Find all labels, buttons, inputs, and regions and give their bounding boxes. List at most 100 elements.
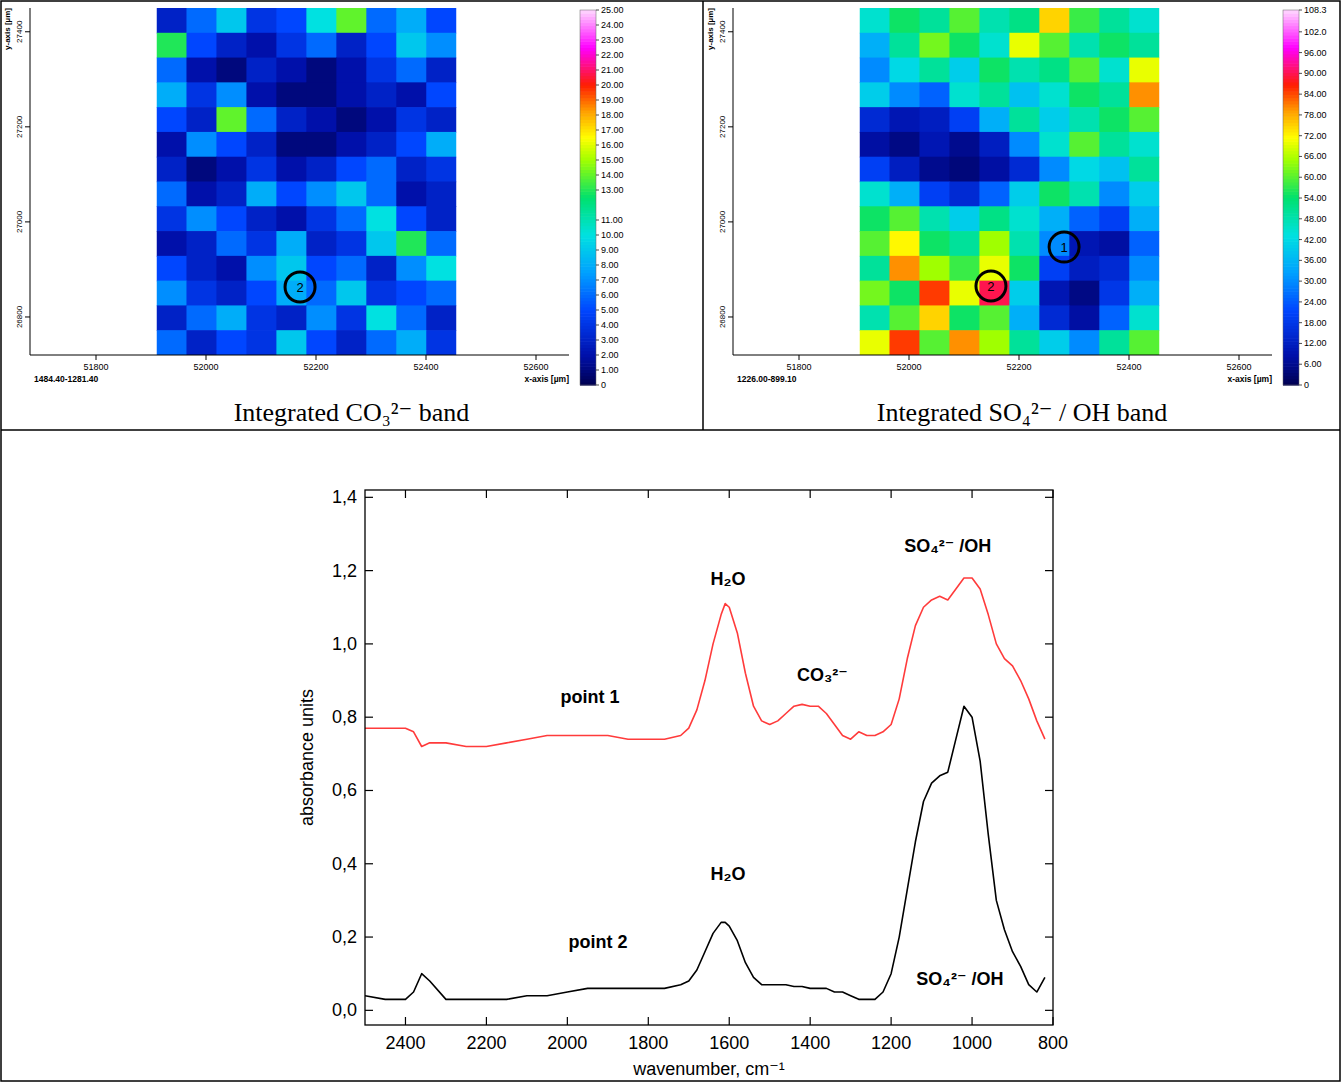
map-cell xyxy=(949,256,980,281)
map-cell xyxy=(396,107,427,132)
map-cell xyxy=(366,256,397,281)
label-patch xyxy=(795,665,850,685)
map-cell xyxy=(366,8,397,33)
map-cell xyxy=(157,330,188,355)
map-cell xyxy=(1069,182,1100,207)
x-tick xyxy=(1239,355,1240,360)
panel-divider xyxy=(1,429,1340,431)
map-cell xyxy=(919,157,950,182)
map-cell xyxy=(396,305,427,330)
x-axis-line xyxy=(30,355,569,356)
map-panel: 5180052000522005240052600268002700027200… xyxy=(3,5,624,427)
colorbar-frame xyxy=(580,10,596,385)
map-cell xyxy=(336,82,367,107)
map-cell xyxy=(306,231,337,256)
colorbar-tick-label: 30.00 xyxy=(1304,276,1327,286)
annotation: SO₄²⁻ /OH xyxy=(916,969,1003,989)
map-cell xyxy=(1129,231,1159,256)
colorbar-tick-label: 12.00 xyxy=(1304,338,1327,348)
map-cell xyxy=(157,58,188,83)
x-tick xyxy=(891,1017,892,1025)
map-cell xyxy=(889,107,920,132)
figure-border xyxy=(1,1,1340,1081)
colorbar-tick xyxy=(596,55,599,56)
map-cell xyxy=(276,33,307,58)
colorbar-tick xyxy=(596,70,599,71)
map-cell xyxy=(1009,58,1040,83)
map-cell xyxy=(949,231,980,256)
map-cell xyxy=(306,281,337,306)
colorbar-tick xyxy=(1299,177,1302,178)
colorbar-tick-label: 72.00 xyxy=(1304,131,1327,141)
map-cell xyxy=(1009,206,1040,231)
x-tick-label: 52200 xyxy=(1006,362,1031,372)
map-cell xyxy=(1129,33,1159,58)
map-cell xyxy=(860,281,891,306)
x-tick xyxy=(810,1017,811,1025)
colorbar-tick-label: 19.00 xyxy=(601,95,624,105)
map-cell xyxy=(1009,8,1040,33)
map-cell xyxy=(306,157,337,182)
colorbar-tick xyxy=(1299,239,1302,240)
map-cell xyxy=(306,305,337,330)
colorbar-tick xyxy=(596,370,599,371)
lines xyxy=(365,578,1045,999)
colorbar-tick-label: 13.00 xyxy=(601,185,624,195)
map-cell xyxy=(396,182,427,207)
map-cell xyxy=(336,281,367,306)
x-tick-label: 52000 xyxy=(193,362,218,372)
map-cell xyxy=(336,182,367,207)
map-cell xyxy=(1039,132,1070,157)
map-cell xyxy=(919,107,950,132)
map-cell xyxy=(889,206,920,231)
map-cell xyxy=(396,206,427,231)
colorbar-tick xyxy=(596,235,599,236)
colorbar-tick xyxy=(596,385,599,386)
x-tick xyxy=(405,1017,406,1025)
map-cell xyxy=(1009,132,1040,157)
point-marker-label: 2 xyxy=(987,279,994,294)
map-cell xyxy=(1069,82,1100,107)
map-cell xyxy=(979,305,1010,330)
colorbar-tick xyxy=(596,25,599,26)
map-cell xyxy=(157,132,188,157)
label-patch xyxy=(559,687,622,707)
y-axis-title: y-axis [µm] xyxy=(3,8,12,50)
map-cell xyxy=(396,58,427,83)
x-tick-label: 2200 xyxy=(466,1033,506,1053)
map-cell xyxy=(276,157,307,182)
map-cell xyxy=(889,305,920,330)
map-cell xyxy=(1099,82,1130,107)
annotation: CO₃²⁻ xyxy=(797,665,848,685)
colorbar-tick-label: 48.00 xyxy=(1304,214,1327,224)
map-cell xyxy=(366,132,397,157)
spectrum-line xyxy=(365,706,1045,999)
map-cell xyxy=(1039,206,1070,231)
x-tick-label: 52400 xyxy=(413,362,438,372)
y-tick xyxy=(1045,790,1053,791)
colorbar-tick xyxy=(1299,10,1302,11)
map-cell xyxy=(366,33,397,58)
y-tick xyxy=(365,863,373,864)
map-cell xyxy=(1099,281,1130,306)
colorbar-tick xyxy=(596,85,599,86)
map-cell xyxy=(1099,107,1130,132)
map-cell xyxy=(396,281,427,306)
map-cell xyxy=(919,182,950,207)
map-cell xyxy=(336,58,367,83)
map-cell xyxy=(426,8,456,33)
map-cell xyxy=(1099,256,1130,281)
map-cell xyxy=(186,231,217,256)
map-cell xyxy=(336,107,367,132)
colorbar-tick-label: 36.00 xyxy=(1304,255,1327,265)
map-cell xyxy=(1069,107,1100,132)
annotation: H₂O xyxy=(711,569,746,589)
y-tick xyxy=(728,31,733,32)
colorbar-tick-label: 102.0 xyxy=(1304,27,1327,37)
map-cell xyxy=(426,33,456,58)
colorbar-tick xyxy=(1299,218,1302,219)
map-cell xyxy=(1129,82,1159,107)
map-cell xyxy=(979,231,1010,256)
map-cell xyxy=(396,33,427,58)
point-marker-label: 1 xyxy=(1060,240,1067,255)
